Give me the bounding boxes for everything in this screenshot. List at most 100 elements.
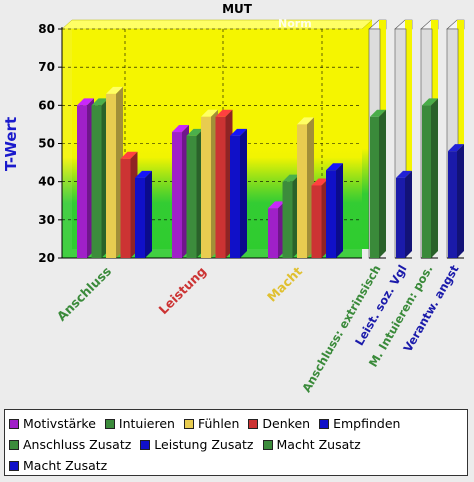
legend-item: Intuieren (104, 416, 175, 431)
legend-item: Anschluss Zusatz (9, 437, 131, 452)
bar-front (422, 105, 431, 258)
legend-item: Denken (248, 416, 310, 431)
bar-front (311, 185, 322, 258)
bar-front (120, 158, 131, 258)
y-tick-label: 80 (38, 22, 55, 36)
y-tick-label: 30 (38, 213, 55, 227)
panel-back-fill (457, 20, 464, 249)
legend-row: Macht Zusatz (9, 455, 463, 476)
legend-swatch (104, 418, 115, 429)
bar-front (448, 151, 457, 258)
bar-leistung-3 (215, 109, 233, 259)
bar-macht-4 (326, 163, 343, 258)
legend-swatch (262, 439, 273, 450)
extra-bar (448, 144, 464, 258)
bar-leistung-4 (230, 128, 247, 258)
x-category-label: Macht (264, 264, 305, 305)
bar-top (370, 109, 386, 117)
bar-top (120, 151, 138, 159)
bar-top (91, 98, 109, 106)
bar-side (457, 144, 464, 258)
y-tick-label: 20 (38, 251, 55, 265)
legend-swatch (140, 439, 151, 450)
bar-front (77, 105, 87, 258)
bar-anschluss-1 (91, 98, 109, 258)
bar-top (326, 163, 343, 171)
extra-bar (422, 98, 438, 258)
legend-item: Motivstärke (9, 416, 96, 431)
legend-label: Intuieren (118, 416, 175, 431)
bar-front (370, 116, 379, 259)
band-label: Norm (278, 17, 312, 30)
bar-top (77, 98, 94, 106)
legend-label: Leistung Zusatz (154, 437, 254, 452)
bar-front (172, 132, 182, 258)
bar-macht-2 (297, 117, 314, 259)
plot-top-face (61, 19, 373, 30)
legend-item: Leistung Zusatz (140, 437, 254, 452)
bar-top (215, 109, 233, 117)
bar-front (106, 93, 116, 258)
bar-top (186, 128, 204, 136)
y-tick-label: 60 (38, 98, 55, 112)
bar-front (326, 170, 336, 258)
y-axis-label: T-Wert (2, 117, 20, 171)
legend-swatch (9, 460, 19, 471)
legend-item: Macht Zusatz (262, 437, 361, 452)
bar-top (135, 170, 152, 178)
legend-label: Anschluss Zusatz (23, 437, 132, 452)
bar-leistung-2 (201, 109, 218, 259)
bar-anschluss-4 (135, 170, 152, 258)
legend-item: Empfinden (319, 416, 400, 431)
legend-label: Empfinden (333, 416, 401, 431)
bar-top (268, 201, 285, 209)
bar-front (282, 181, 293, 258)
panel-back-fill (405, 20, 412, 249)
bar-top (106, 86, 123, 94)
legend-swatch (319, 418, 330, 429)
bar-leistung-1 (186, 128, 204, 258)
legend-swatch (9, 439, 19, 450)
bar-side (145, 170, 152, 258)
bar-anschluss-3 (120, 151, 138, 258)
bar-leistung-0 (172, 125, 189, 258)
bar-front (230, 135, 240, 258)
bar-macht-1 (282, 174, 300, 258)
legend-row: Anschluss Zusatz Leistung Zusatz Macht Zus… (9, 434, 463, 455)
legend-swatch (9, 418, 19, 429)
bar-side (336, 163, 343, 258)
bar-side (405, 170, 412, 258)
bar-front (135, 177, 145, 258)
legend-item: Fühlen (183, 416, 240, 431)
y-tick-label: 70 (38, 60, 55, 74)
bar-front (215, 116, 226, 259)
bar-top (282, 174, 300, 182)
legend-label: Motivstärke (23, 416, 96, 431)
extra-bar (396, 170, 412, 258)
bar-front (268, 208, 278, 258)
bar-front (186, 135, 197, 258)
legend-row: Motivstärke Intuieren Fühlen Denken Empfinde… (9, 413, 463, 434)
bar-top (297, 117, 314, 125)
bar-top (172, 125, 189, 133)
bar-top (201, 109, 218, 117)
extra-bar (370, 109, 386, 259)
legend: Motivstärke Intuieren Fühlen Denken Empfinde… (4, 409, 468, 476)
legend-label: Macht Zusatz (276, 437, 361, 452)
legend-swatch (248, 418, 259, 429)
bar-side (379, 109, 386, 259)
y-tick-label: 50 (38, 137, 55, 151)
x-category-label: Anschluss (54, 264, 114, 324)
legend-swatch (183, 418, 194, 429)
bar-front (297, 124, 307, 259)
bar-anschluss-2 (106, 86, 123, 258)
bar-top (311, 178, 329, 186)
bar-top (230, 128, 247, 136)
legend-label: Macht Zusatz (23, 458, 108, 473)
legend-label: Fühlen (197, 416, 240, 431)
bar-anschluss-0 (77, 98, 94, 258)
bar-top (448, 144, 464, 152)
legend-label: Denken (262, 416, 311, 431)
bar-front (396, 177, 405, 258)
